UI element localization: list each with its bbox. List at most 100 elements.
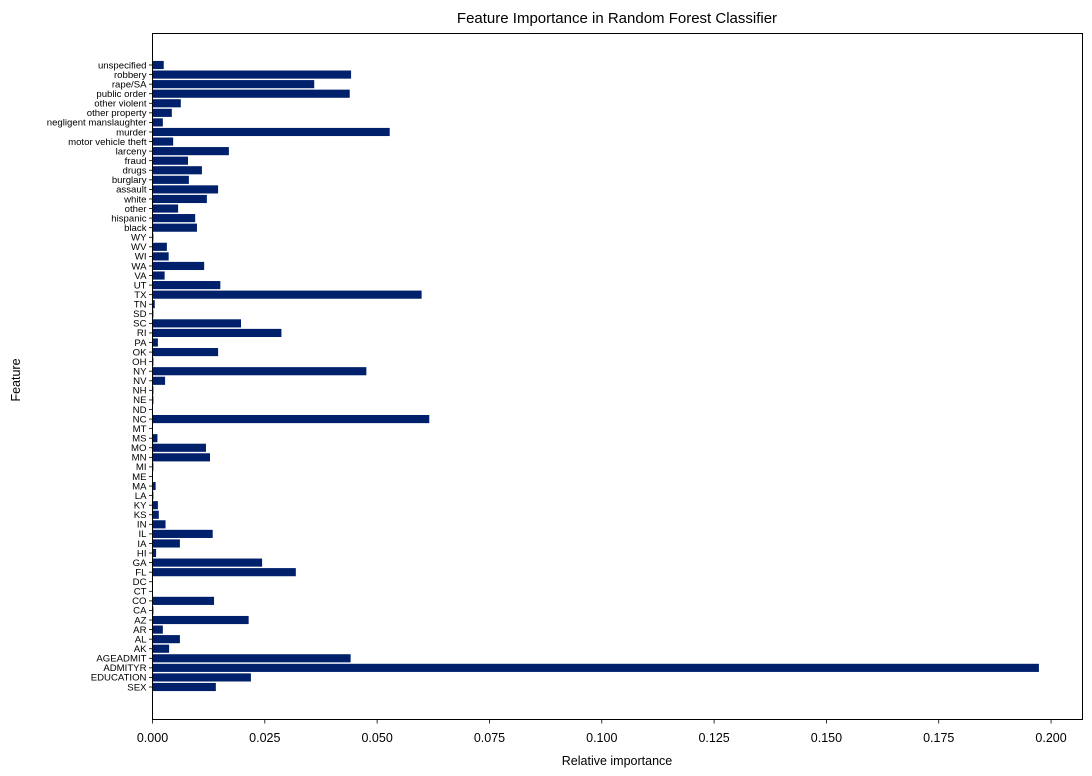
y-tick-label: assault — [116, 185, 147, 196]
bar — [152, 214, 196, 223]
bar — [152, 539, 180, 548]
plot-frame — [152, 33, 1083, 720]
y-tick-label: public order — [96, 89, 147, 100]
bar — [152, 290, 422, 299]
y-tick-label: SC — [133, 319, 146, 330]
bar — [152, 319, 242, 328]
bar — [152, 70, 352, 79]
bar — [152, 185, 219, 194]
bar — [152, 252, 169, 261]
bar — [152, 443, 206, 452]
y-tick-label: NC — [133, 414, 147, 425]
bar — [152, 558, 263, 567]
y-tick-label: WI — [135, 252, 147, 263]
y-tick-label: GA — [133, 558, 147, 569]
y-tick-label: AL — [135, 634, 147, 645]
y-tick-label: UT — [134, 280, 147, 291]
bar — [152, 175, 189, 184]
bar — [152, 147, 229, 156]
y-tick-label: MA — [132, 481, 147, 492]
bar — [152, 300, 155, 309]
y-tick-label: HI — [137, 548, 147, 559]
y-tick-label: fraud — [125, 156, 147, 167]
y-tick-label: SEX — [127, 682, 147, 693]
y-tick-labels: SEXEDUCATIONADMITYRAGEADMITAKALARAZCACOC… — [47, 60, 153, 693]
bar — [152, 501, 158, 510]
y-tick-label: RI — [137, 328, 147, 339]
y-tick-label: other — [125, 204, 148, 215]
bar — [152, 673, 251, 682]
bar — [152, 204, 179, 213]
bar — [152, 529, 213, 538]
y-tick-label: IN — [137, 520, 147, 531]
y-tick-label: ME — [132, 472, 146, 483]
y-tick-label: LA — [135, 491, 147, 502]
y-tick-label: NH — [133, 386, 147, 397]
bar — [152, 338, 158, 347]
y-tick-label: DC — [133, 577, 147, 588]
bar — [152, 520, 166, 529]
bar — [152, 481, 156, 491]
y-tick-label: hispanic — [111, 213, 146, 224]
y-tick-label: NV — [133, 376, 147, 387]
x-tick-label: 0.100 — [586, 731, 617, 745]
y-tick-label: MN — [132, 453, 147, 464]
bar — [152, 682, 216, 692]
y-tick-label: black — [124, 223, 147, 234]
bar — [152, 89, 350, 98]
x-tick-label: 0.150 — [811, 731, 842, 745]
bar — [152, 99, 181, 108]
y-tick-label: IA — [137, 539, 147, 550]
y-tick-label: AR — [133, 625, 146, 636]
bar — [152, 625, 163, 634]
x-tick-label: 0.125 — [698, 731, 729, 745]
y-tick-label: EDUCATION — [91, 673, 147, 684]
y-tick-label: other violent — [94, 99, 147, 110]
y-tick-label: AK — [134, 644, 147, 655]
x-tick-label: 0.000 — [137, 731, 168, 745]
bar — [152, 348, 219, 357]
bars-group — [152, 60, 1039, 692]
bar — [152, 118, 163, 127]
bar — [152, 242, 167, 251]
bar — [152, 615, 249, 625]
y-tick-label: murder — [116, 127, 147, 138]
y-tick-label: MS — [132, 434, 146, 445]
bar — [152, 635, 180, 644]
bar — [152, 376, 166, 385]
bar — [152, 60, 164, 70]
x-axis-label: Relative importance — [562, 754, 673, 768]
bar — [152, 108, 172, 117]
y-tick-label: IL — [138, 529, 147, 540]
y-axis-label: Feature — [9, 358, 23, 401]
bar — [152, 548, 157, 558]
bar — [152, 568, 296, 577]
x-tick-label: 0.075 — [474, 731, 505, 745]
y-tick-label: NE — [133, 395, 146, 406]
x-tick-label: 0.175 — [923, 731, 954, 745]
y-tick-label: VA — [134, 271, 147, 282]
chart-title: Feature Importance in Random Forest Clas… — [457, 10, 777, 27]
bar — [152, 80, 315, 89]
bar — [152, 261, 205, 271]
bar — [152, 367, 367, 376]
x-tick-label: 0.025 — [249, 731, 280, 745]
y-tick-label: negligent manslaughter — [47, 118, 148, 129]
y-tick-label: SD — [133, 309, 146, 320]
bar — [152, 453, 211, 462]
x-tick-label: 0.050 — [361, 731, 392, 745]
y-tick-label: KS — [134, 510, 147, 521]
bar — [152, 156, 188, 165]
y-tick-label: WY — [131, 233, 147, 244]
y-tick-label: PA — [134, 338, 147, 349]
bar — [152, 414, 430, 424]
y-tick-label: WV — [131, 242, 147, 253]
bar — [152, 271, 165, 280]
y-tick-label: MI — [136, 462, 147, 473]
bar — [152, 654, 351, 663]
y-tick-label: white — [123, 194, 146, 205]
y-tick-label: WA — [131, 261, 147, 272]
y-tick-label: other property — [87, 108, 147, 119]
y-tick-label: motor vehicle theft — [68, 137, 147, 148]
